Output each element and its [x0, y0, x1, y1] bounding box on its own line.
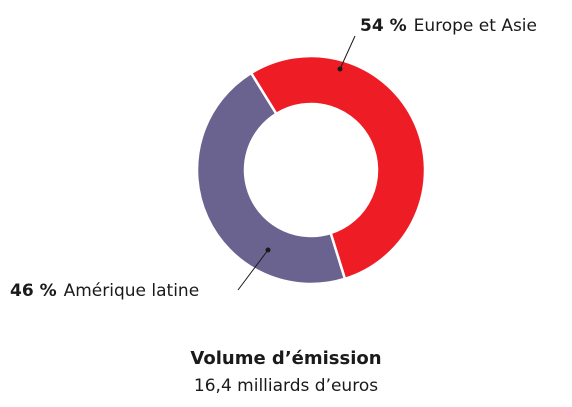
value-label: 46 % [10, 281, 57, 301]
leader-dot [337, 66, 343, 72]
leader-line [339, 35, 356, 70]
value-label: 54 % [360, 16, 407, 36]
category-label: Europe et Asie [414, 16, 537, 36]
leader-dot [265, 247, 271, 253]
slice-label: 46 % Amérique latine [10, 281, 199, 301]
leader-line [237, 249, 269, 291]
chart-subtitle: 16,4 milliards d’euros [194, 376, 378, 396]
slice-label: 54 % Europe et Asie [360, 16, 537, 36]
slice [195, 71, 347, 286]
slice [249, 54, 427, 281]
category-label: Amérique latine [64, 281, 200, 301]
chart-title: Volume d’émission [190, 348, 381, 369]
